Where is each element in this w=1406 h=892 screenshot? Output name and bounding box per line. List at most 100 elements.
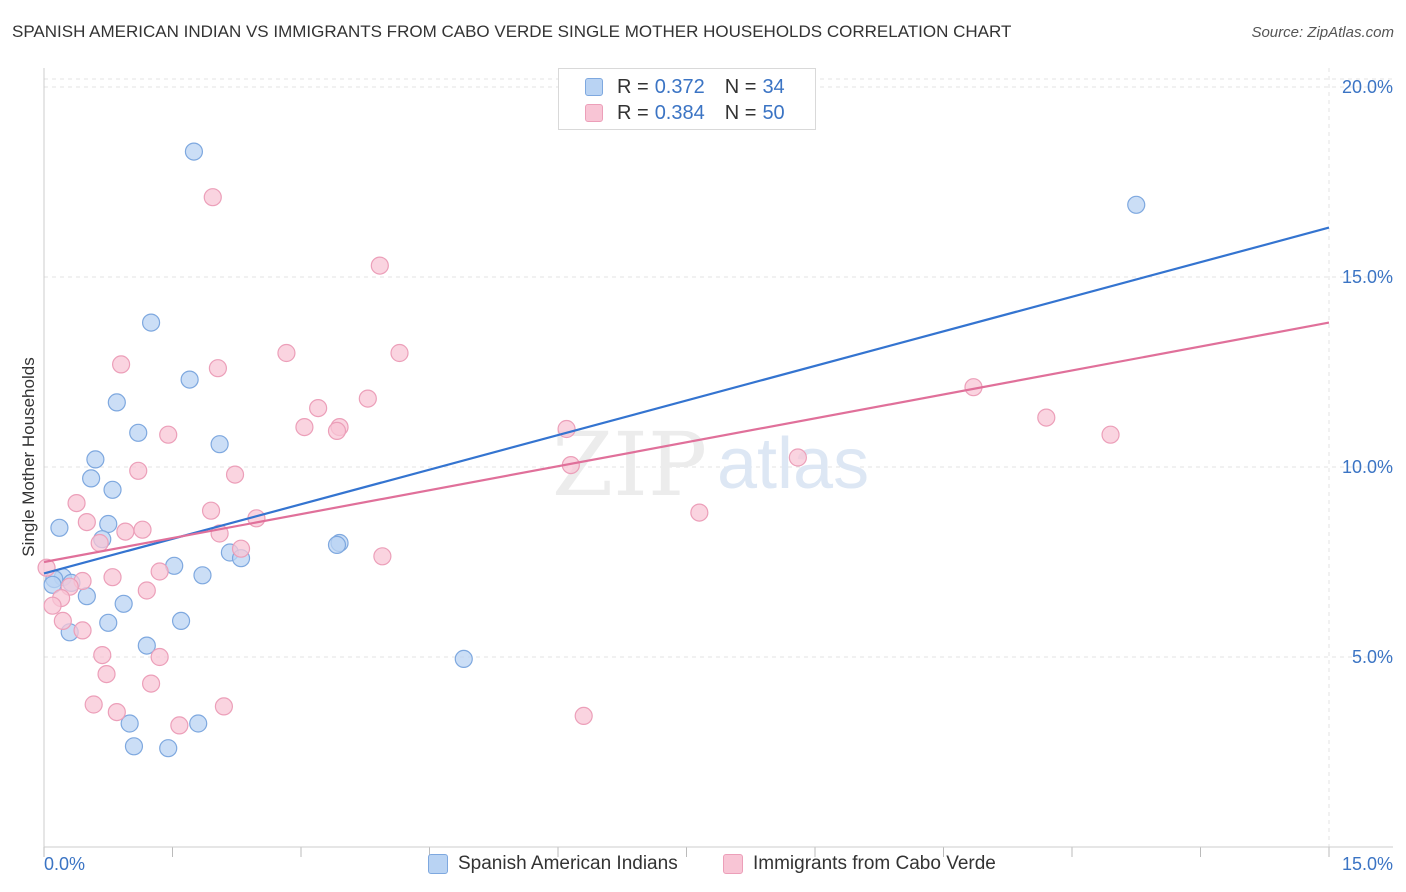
pink-point: [159, 425, 178, 444]
chart-title: SPANISH AMERICAN INDIAN VS IMMIGRANTS FR…: [12, 22, 1012, 41]
pink-point: [43, 596, 62, 615]
blue-point: [189, 714, 208, 733]
pink-point: [73, 621, 92, 640]
blue-point: [124, 737, 144, 756]
y-tick-label: 5.0%: [1352, 647, 1393, 667]
series-legend-pink: Immigrants from Cabo Verde: [723, 852, 996, 876]
pink-point: [201, 501, 221, 520]
y-tick-label: 20.0%: [1342, 77, 1393, 97]
blue-point: [103, 480, 122, 499]
blue-point: [141, 313, 161, 332]
blue-point: [210, 435, 229, 454]
pink-point: [103, 568, 122, 587]
pink-point: [370, 256, 389, 275]
pink-point: [129, 461, 148, 480]
tick-labels: 5.0% 10.0% 15.0% 20.0% 0.0% 15.0%: [44, 77, 1393, 874]
series-legend-blue: Spanish American Indians: [428, 852, 678, 876]
pink-trend-line: [43, 321, 1330, 564]
blue-point: [99, 613, 118, 632]
series-swatch-pink: [723, 854, 743, 874]
legend-n-label: N =: [724, 101, 757, 124]
blue-point: [50, 518, 69, 537]
blue-point: [159, 739, 178, 758]
pink-point: [203, 188, 222, 207]
watermark: ZIP atlas: [552, 413, 869, 516]
pink-point: [67, 494, 86, 513]
pink-point: [208, 359, 228, 378]
pink-point: [327, 421, 347, 440]
blue-point: [137, 636, 156, 655]
pink-point: [225, 465, 245, 484]
trend-lines: [43, 226, 1330, 575]
blue-point: [454, 649, 473, 669]
legend-row-pink: R = 0.384 N = 50: [585, 101, 785, 125]
pink-point: [77, 512, 96, 532]
pink-point: [137, 581, 156, 600]
blue-point: [107, 393, 126, 412]
pink-point: [53, 611, 72, 631]
correlation-legend: R = 0.372 N = 34 R = 0.384 N = 50: [558, 68, 816, 130]
blue-point: [184, 142, 204, 161]
pink-point: [133, 520, 152, 539]
series-label-blue: Spanish American Indians: [458, 853, 678, 874]
pink-point: [1101, 425, 1120, 444]
legend-r-label: R =: [617, 101, 649, 124]
pink-point: [97, 664, 116, 684]
data-points: [37, 142, 1146, 758]
legend-r-value-pink: 0.384: [654, 101, 705, 124]
blue-point: [82, 469, 101, 488]
blue-point: [171, 611, 191, 631]
blue-point: [327, 535, 347, 555]
blue-point: [120, 714, 139, 733]
pink-point: [373, 547, 392, 566]
blue-point: [180, 370, 199, 389]
series-swatch-blue: [428, 854, 448, 874]
blue-point: [1127, 195, 1146, 214]
pink-point: [788, 448, 807, 467]
pink-point: [574, 706, 593, 726]
legend-row-blue: R = 0.372 N = 34: [585, 75, 785, 99]
legend-n-value-pink: 50: [762, 101, 785, 124]
source-note: Source: ZipAtlas.com: [1251, 24, 1394, 41]
pink-point: [690, 503, 709, 522]
x-tick-label: 15.0%: [1342, 854, 1393, 874]
blue-point: [77, 587, 96, 606]
blue-trend-line: [43, 226, 1330, 575]
pink-point: [170, 716, 189, 735]
pink-point: [141, 674, 161, 693]
legend-r-label: R =: [617, 75, 649, 98]
blue-point: [193, 566, 212, 585]
legend-swatch-pink: [585, 104, 603, 122]
x-tick-label: 0.0%: [44, 854, 85, 874]
pink-point: [358, 389, 377, 408]
pink-point: [150, 647, 169, 667]
blue-point: [99, 514, 118, 534]
pink-point: [1037, 408, 1056, 427]
legend-n-label: N =: [724, 75, 757, 98]
blue-point: [86, 450, 105, 469]
pink-point: [116, 522, 135, 541]
pink-point: [111, 355, 131, 374]
pink-point: [390, 343, 409, 363]
axes: [43, 68, 1393, 848]
pink-point: [107, 702, 126, 722]
pink-point: [90, 533, 109, 553]
pink-point: [93, 645, 112, 665]
series-label-pink: Immigrants from Cabo Verde: [753, 853, 996, 874]
pink-point: [231, 539, 251, 558]
y-tick-label: 10.0%: [1342, 457, 1393, 477]
pink-point: [309, 399, 328, 418]
pink-point: [84, 695, 103, 714]
blue-point: [114, 594, 133, 613]
legend-n-value-blue: 34: [762, 75, 785, 98]
pink-point: [214, 697, 233, 716]
blue-point: [129, 423, 148, 442]
y-axis-label: Single Mother Households: [19, 357, 38, 556]
pink-point: [295, 418, 314, 437]
pink-point: [150, 562, 169, 581]
legend-r-value-blue: 0.372: [654, 75, 705, 98]
pink-point: [277, 343, 296, 363]
legend-swatch-blue: [585, 78, 603, 96]
y-tick-label: 15.0%: [1342, 267, 1393, 287]
